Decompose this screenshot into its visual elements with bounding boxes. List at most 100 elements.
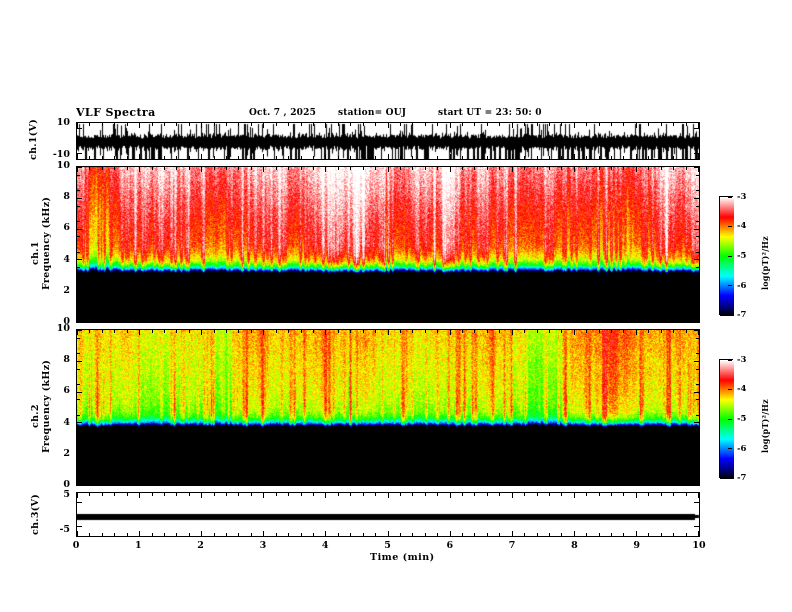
axis-tick-minor — [338, 167, 340, 170]
axis-tick-minor — [686, 482, 688, 485]
axis-tick-minor — [400, 330, 402, 333]
axis-tick — [201, 480, 203, 485]
axis-tick-minor — [499, 123, 501, 126]
axis-tick-minor — [499, 533, 501, 536]
axis-tick — [450, 154, 452, 159]
figure-title: VLF Spectra — [76, 106, 156, 119]
axis-tick-minor — [238, 330, 240, 333]
axis-tick-minor — [648, 330, 650, 333]
axis-tick — [77, 531, 79, 536]
ch1s-axis-title-frequency: Frequency (kHz) — [41, 196, 52, 290]
axis-tick — [77, 330, 82, 332]
axis-tick-minor — [623, 493, 625, 496]
axis-tick-minor — [537, 493, 539, 496]
axis-tick — [698, 154, 699, 159]
cbar1-tick--4: -4 — [737, 221, 747, 231]
axis-tick — [450, 330, 452, 335]
axis-tick-minor — [499, 493, 501, 496]
axis-tick-minor — [696, 252, 699, 254]
axis-tick — [388, 480, 390, 485]
axis-tick-minor — [288, 482, 290, 485]
axis-tick-minor — [301, 167, 303, 170]
axis-tick-minor — [338, 156, 340, 159]
axis-tick — [77, 493, 79, 498]
axis-tick-minor — [114, 156, 116, 159]
axis-tick-minor — [400, 123, 402, 126]
axis-tick — [694, 502, 699, 504]
figure-date: Oct. 7 , 2025 — [249, 108, 317, 118]
axis-tick — [450, 167, 452, 172]
axis-tick-minor — [462, 123, 464, 126]
ch1v-ytick-top: 10 — [56, 117, 70, 128]
axis-tick-minor — [102, 123, 104, 126]
axis-tick — [694, 259, 699, 261]
axis-tick — [698, 531, 699, 536]
axis-tick-minor — [462, 493, 464, 496]
axis-tick-minor — [599, 123, 601, 126]
axis-tick-minor — [561, 123, 563, 126]
x-tick-label: 2 — [197, 540, 204, 551]
axis-tick-minor — [524, 319, 526, 322]
axis-tick-minor — [375, 319, 377, 322]
axis-tick — [574, 531, 576, 536]
axis-tick-minor — [176, 319, 178, 322]
axis-tick — [694, 526, 699, 528]
axis-tick-minor — [152, 167, 154, 170]
colorbar-tick — [728, 360, 732, 362]
axis-tick-minor — [524, 167, 526, 170]
axis-tick-minor — [561, 493, 563, 496]
axis-tick-minor — [599, 167, 601, 170]
axis-tick — [698, 123, 699, 128]
axis-tick — [694, 167, 699, 169]
axis-tick-minor — [499, 156, 501, 159]
axis-tick-minor — [301, 123, 303, 126]
axis-tick-minor — [238, 123, 240, 126]
ch2s-ytick-0: 0 — [63, 479, 70, 490]
panel-ch2-spectrogram — [76, 329, 700, 486]
axis-tick-minor — [238, 319, 240, 322]
axis-tick-minor — [696, 236, 699, 238]
x-tick-label: 4 — [321, 540, 329, 551]
axis-tick-minor — [549, 533, 551, 536]
axis-tick — [201, 154, 203, 159]
axis-tick — [574, 493, 576, 498]
axis-tick-minor — [524, 123, 526, 126]
axis-tick-minor — [673, 330, 675, 333]
axis-tick-minor — [363, 533, 365, 536]
axis-tick — [698, 493, 699, 498]
figure-station: station= OUJ — [338, 108, 407, 118]
axis-tick-minor — [114, 493, 116, 496]
axis-tick-minor — [474, 156, 476, 159]
ch1v-axis-title: ch.1(V) — [28, 118, 39, 160]
axis-tick — [325, 167, 327, 172]
axis-tick — [325, 317, 327, 322]
axis-tick-minor — [152, 156, 154, 159]
axis-tick-minor — [313, 493, 315, 496]
axis-tick — [77, 154, 79, 159]
axis-tick-minor — [487, 167, 489, 170]
axis-tick — [698, 330, 699, 335]
x-tick-label: 5 — [384, 540, 391, 551]
axis-tick-minor — [164, 482, 166, 485]
axis-tick — [636, 167, 638, 172]
axis-tick — [388, 531, 390, 536]
axis-tick — [139, 154, 141, 159]
axis-tick-minor — [226, 482, 228, 485]
ch3v-ytick-bottom: -5 — [59, 524, 70, 535]
axis-tick-minor — [176, 482, 178, 485]
axis-tick-minor — [214, 123, 216, 126]
axis-tick — [694, 153, 699, 155]
axis-tick-minor — [102, 330, 104, 333]
ch1s-ytick-6: 6 — [63, 222, 70, 233]
axis-tick-minor — [89, 533, 91, 536]
axis-tick-minor — [696, 476, 699, 478]
axis-tick — [77, 480, 79, 485]
axis-tick-minor — [673, 493, 675, 496]
axis-tick-minor — [152, 533, 154, 536]
axis-tick-minor — [611, 156, 613, 159]
axis-tick-minor — [524, 330, 526, 333]
axis-tick-minor — [127, 493, 129, 496]
axis-tick-minor — [251, 156, 253, 159]
axis-tick-minor — [611, 533, 613, 536]
axis-tick-minor — [77, 252, 80, 254]
